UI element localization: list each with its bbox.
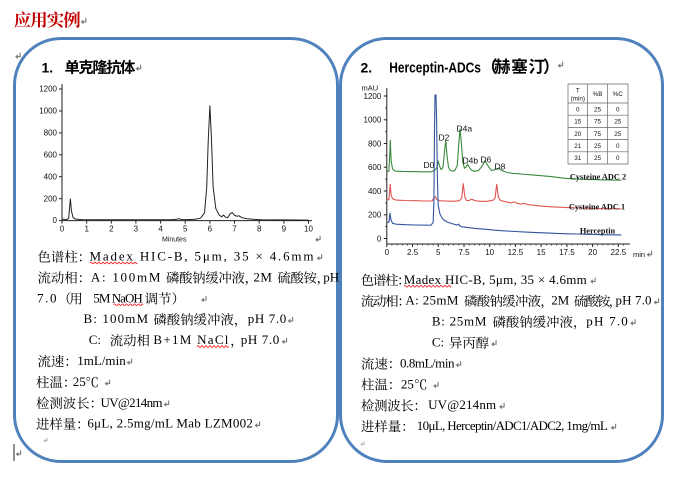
svg-text:400: 400 xyxy=(44,172,58,181)
svg-text:A: 25mM: A: 25mM xyxy=(405,293,458,308)
svg-text:A: 100mM: A: 100mM xyxy=(91,269,161,284)
svg-text:2: 2 xyxy=(109,225,114,234)
svg-text:21: 21 xyxy=(574,143,582,150)
svg-text:1mL/min: 1mL/min xyxy=(77,353,126,368)
svg-text:75: 75 xyxy=(594,131,602,138)
svg-text:pH 7.0: pH 7.0 xyxy=(248,311,287,326)
svg-text:D2: D2 xyxy=(439,133,450,143)
svg-text:Herceptin-ADCs: Herceptin-ADCs xyxy=(389,60,481,77)
svg-text:7.0: 7.0 xyxy=(37,290,57,305)
svg-text:31: 31 xyxy=(574,155,582,162)
svg-text:20: 20 xyxy=(588,248,597,257)
svg-text:200: 200 xyxy=(44,194,58,203)
svg-text:12.5: 12.5 xyxy=(508,248,524,257)
svg-text:D6: D6 xyxy=(481,155,492,165)
svg-text:25: 25 xyxy=(614,131,622,138)
svg-text:75: 75 xyxy=(594,119,602,126)
svg-text:8: 8 xyxy=(257,225,262,234)
svg-text:1200: 1200 xyxy=(39,85,57,94)
svg-text:10μL, Herceptin/ADC1/ADC2, 1mg: 10μL, Herceptin/ADC1/ADC2, 1mg/mL xyxy=(417,418,608,433)
svg-text:3: 3 xyxy=(134,225,139,234)
svg-text:5: 5 xyxy=(436,248,441,257)
svg-text:min: min xyxy=(633,250,645,259)
svg-text:1: 1 xyxy=(84,225,89,234)
svg-text:Minutes: Minutes xyxy=(162,237,187,244)
svg-text:1.: 1. xyxy=(42,60,54,76)
svg-text:B+1M NaCl: B+1M NaCl xyxy=(153,332,228,347)
svg-text:D4a: D4a xyxy=(457,124,473,134)
svg-text:22.5: 22.5 xyxy=(611,248,627,257)
svg-text:0: 0 xyxy=(60,225,65,234)
svg-text:4: 4 xyxy=(158,225,163,234)
svg-text:%B: %B xyxy=(593,91,603,98)
svg-text:600: 600 xyxy=(368,163,382,172)
svg-text:T: T xyxy=(576,88,580,95)
svg-text:pH: pH xyxy=(323,269,339,284)
svg-text:0: 0 xyxy=(616,106,620,113)
svg-text:17.5: 17.5 xyxy=(559,248,575,257)
svg-text:2M: 2M xyxy=(253,269,272,284)
svg-text:pH 7.0: pH 7.0 xyxy=(241,332,280,347)
svg-text:800: 800 xyxy=(368,139,382,148)
svg-text:pH 7.0: pH 7.0 xyxy=(586,314,628,329)
svg-text:0.8mL/min: 0.8mL/min xyxy=(400,355,455,370)
svg-text:2M: 2M xyxy=(551,293,569,308)
svg-text:Herceptin: Herceptin xyxy=(580,227,616,236)
svg-text:Cysteine ADC 2: Cysteine ADC 2 xyxy=(570,173,626,182)
svg-text:20: 20 xyxy=(574,131,582,138)
svg-text:15: 15 xyxy=(537,248,546,257)
svg-text:25: 25 xyxy=(594,143,602,150)
svg-text:UV@214nm: UV@214nm xyxy=(101,395,163,410)
svg-text:800: 800 xyxy=(44,129,58,138)
svg-text:(min): (min) xyxy=(571,96,585,103)
svg-text:10: 10 xyxy=(485,248,494,257)
svg-text:10: 10 xyxy=(304,225,313,234)
svg-text:1000: 1000 xyxy=(39,107,57,116)
svg-text:B: 25mM: B: 25mM xyxy=(432,314,487,329)
svg-text:Madex HIC-B, 5μm, 35 × 4.6mm: Madex HIC-B, 5μm, 35 × 4.6mm xyxy=(404,272,587,287)
svg-text:6μL, 2.5mg/mL Mab LZM002: 6μL, 2.5mg/mL Mab LZM002 xyxy=(87,416,253,431)
svg-text:D0: D0 xyxy=(424,160,435,170)
svg-text:2.5: 2.5 xyxy=(407,248,419,257)
svg-text:%C: %C xyxy=(613,91,624,98)
svg-text:15: 15 xyxy=(574,119,582,126)
svg-text:600: 600 xyxy=(44,150,58,159)
svg-text:1200: 1200 xyxy=(364,92,382,101)
svg-text:25: 25 xyxy=(594,155,602,162)
svg-text:0: 0 xyxy=(616,143,620,150)
svg-text:D8: D8 xyxy=(495,162,506,172)
svg-text:UV@214nm: UV@214nm xyxy=(428,397,496,412)
svg-text:25: 25 xyxy=(614,119,622,126)
svg-text:400: 400 xyxy=(368,187,382,196)
svg-text:5: 5 xyxy=(183,225,188,234)
svg-text:5M NaOH: 5M NaOH xyxy=(93,290,143,305)
svg-text:B: 100mM: B: 100mM xyxy=(84,311,149,326)
svg-text:Cysteine ADC 1: Cysteine ADC 1 xyxy=(569,203,625,212)
svg-text:1000: 1000 xyxy=(364,116,382,125)
svg-text:pH 7.0: pH 7.0 xyxy=(616,293,652,308)
svg-text:C:: C: xyxy=(89,332,101,347)
svg-text:25: 25 xyxy=(73,374,86,389)
svg-text:D4b: D4b xyxy=(463,156,479,166)
svg-text:0: 0 xyxy=(385,248,390,257)
svg-text:C:: C: xyxy=(432,335,444,350)
svg-text:0: 0 xyxy=(576,106,580,113)
svg-text:7: 7 xyxy=(232,225,237,234)
svg-text:200: 200 xyxy=(368,211,382,220)
svg-text:mAU: mAU xyxy=(362,84,379,93)
svg-text:0: 0 xyxy=(53,216,58,225)
svg-text:0: 0 xyxy=(616,155,620,162)
svg-text:25: 25 xyxy=(401,376,414,391)
svg-text:0: 0 xyxy=(377,234,382,243)
svg-text:9: 9 xyxy=(282,225,287,234)
svg-text:Madex HIC-B, 5μm, 35 × 4.6mm: Madex HIC-B, 5μm, 35 × 4.6mm xyxy=(90,249,314,264)
svg-text:2.: 2. xyxy=(361,60,373,76)
svg-text:25: 25 xyxy=(594,106,602,113)
svg-text:6: 6 xyxy=(208,225,213,234)
svg-text:7.5: 7.5 xyxy=(458,248,470,257)
